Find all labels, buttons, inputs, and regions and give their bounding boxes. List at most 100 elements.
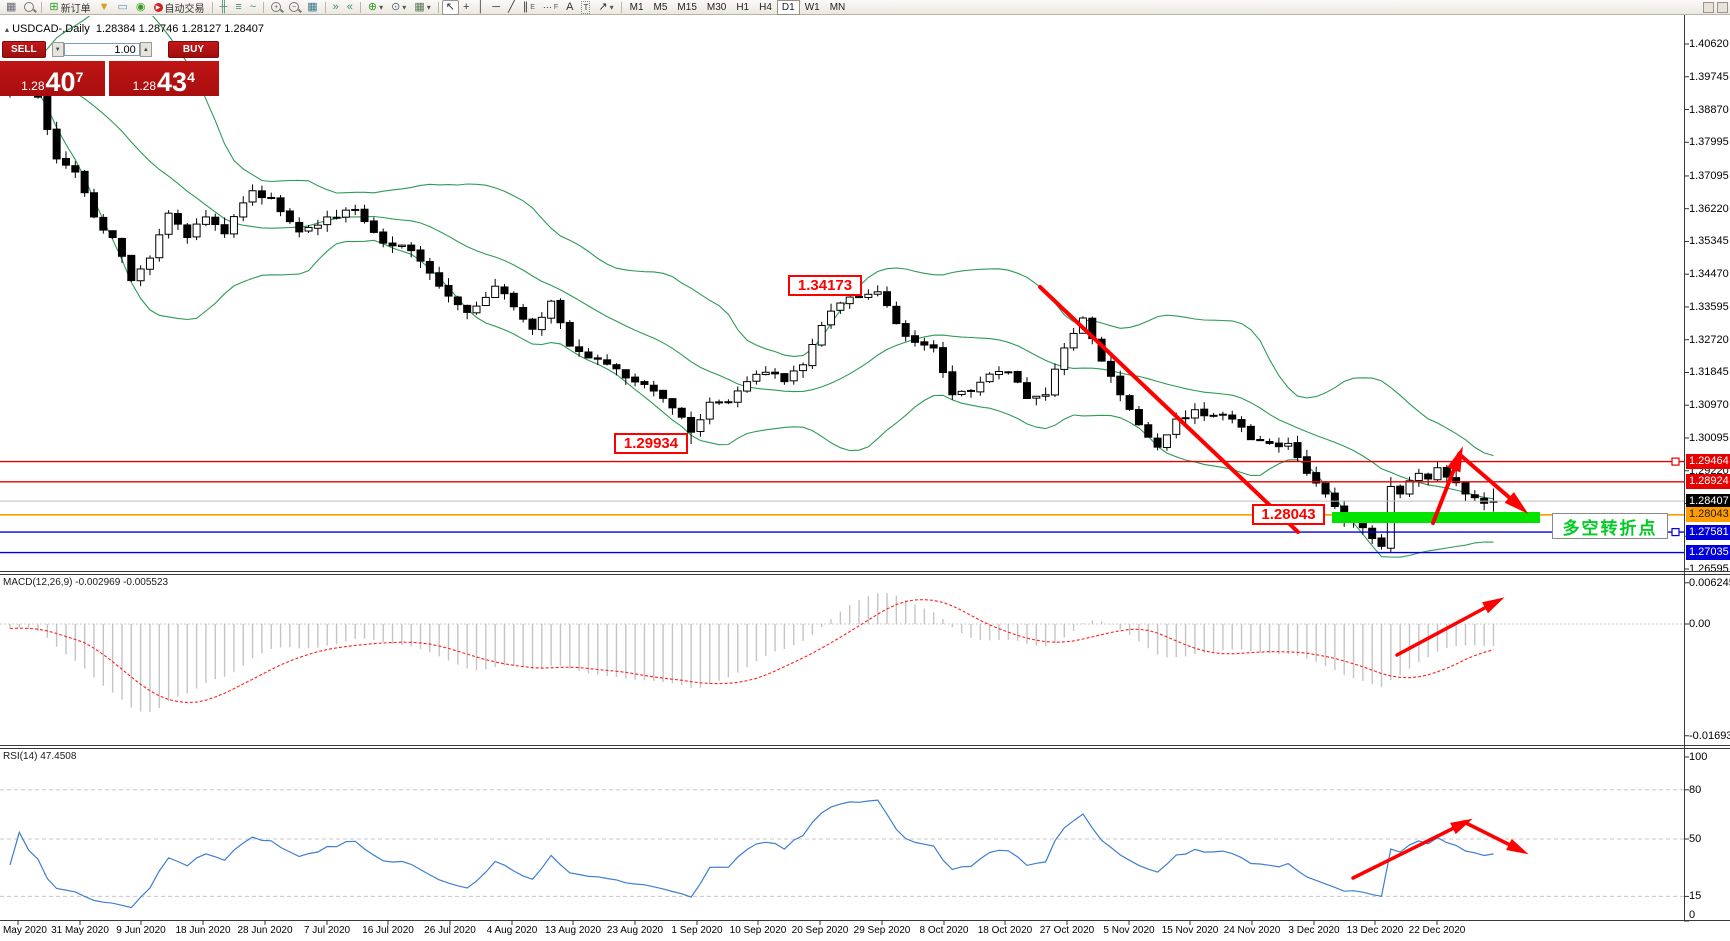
timeframe-D1[interactable]: D1 <box>776 0 800 15</box>
timeframe-H4[interactable]: H4 <box>759 1 772 13</box>
trendline-icon: ╱ <box>508 0 515 13</box>
signals-button[interactable]: ◉ <box>132 0 150 15</box>
price-tag-label[interactable]: 1.34173 <box>788 275 862 296</box>
timeframe-W1[interactable]: W1 <box>804 1 820 13</box>
price-tick-label: 1.37995 <box>1689 136 1729 149</box>
crosshair-icon: + <box>462 0 470 13</box>
lot-increase-button[interactable]: ▲ <box>139 42 152 57</box>
candles-icon: ╫ <box>219 0 228 13</box>
price-tick-label: 1.39745 <box>1689 70 1729 83</box>
cursor-icon: ↖ <box>445 0 455 13</box>
zoom-in-button[interactable]: + <box>267 0 285 15</box>
toolbar-separator <box>324 1 326 13</box>
price-tick-label: 1.40620 <box>1689 38 1729 50</box>
buy-price-button[interactable]: 1.28 43 4 <box>108 61 219 96</box>
new-order-button[interactable]: ⊞ 新订单 <box>45 0 94 15</box>
timeframe-H1[interactable]: H1 <box>736 1 750 13</box>
turning-point-label[interactable]: 多空转折点 <box>1552 513 1668 539</box>
price-flag-label: 1.27035 <box>1686 545 1730 561</box>
price-tag-label[interactable]: 1.28043 <box>1252 504 1325 525</box>
price-tick-label: 1.30970 <box>1689 399 1729 412</box>
sell-price-button[interactable]: 1.28 40 7 <box>0 61 105 96</box>
date-label: 10 Sep 2020 <box>729 925 787 936</box>
price-tag-label[interactable]: 1.29934 <box>614 433 688 454</box>
date-label: 26 Jul 2020 <box>424 925 476 936</box>
channel-tool-button[interactable]: ∥ E <box>519 0 539 15</box>
rsi-tick-label: 0 <box>1689 909 1696 921</box>
rsi-indicator-label: RSI(14) 47.4508 <box>3 751 77 762</box>
price-flag-label: 1.28407 <box>1686 493 1730 509</box>
vertical-line-tool-button[interactable]: │ <box>473 0 488 15</box>
clock-icon: ⊙ <box>391 0 401 13</box>
date-label: 9 Jun 2020 <box>116 925 166 936</box>
date-label: 31 May 2020 <box>51 925 109 936</box>
bars-mode-button[interactable]: ≡ <box>231 0 245 15</box>
template-icon: ▦ <box>414 0 425 13</box>
buy-button[interactable]: BUY <box>167 41 219 58</box>
price-tick-label: 1.34470 <box>1689 268 1729 281</box>
price-flag-label: 1.28924 <box>1686 474 1730 490</box>
indicators-button[interactable]: ⊕ ▾ <box>364 0 387 15</box>
templates-button[interactable]: ▦ ▾ <box>410 0 434 15</box>
date-label: 20 Sep 2020 <box>791 925 849 936</box>
timeframe-M1[interactable]: M1 <box>629 1 644 13</box>
date-label: 18 Oct 2020 <box>977 925 1033 936</box>
price-tick-label: 1.37095 <box>1689 169 1729 182</box>
chart-window-icon: ▦ <box>6 0 17 13</box>
sell-button[interactable]: SELL <box>2 41 46 58</box>
timeframe-M15[interactable]: M15 <box>677 1 697 13</box>
date-label: 4 Aug 2020 <box>486 925 538 936</box>
toolbar-separator <box>263 1 265 13</box>
text-label-tool-button[interactable]: T <box>577 0 594 15</box>
zoom-out-button[interactable]: − <box>285 0 303 15</box>
panel-collapse-icon[interactable]: ▴ <box>5 25 10 34</box>
toolbar-separator <box>359 1 361 13</box>
tile-windows-button[interactable]: ▦ <box>303 0 321 15</box>
toolbar-corner-icon[interactable] <box>1703 1 1714 13</box>
search-button[interactable] <box>20 0 38 15</box>
date-label: 28 Jun 2020 <box>237 925 293 936</box>
market-watch-button[interactable]: ▭ <box>114 0 132 15</box>
horizontal-line-icon: ─ <box>492 0 501 13</box>
rsi-tick-label: 50 <box>1689 833 1702 845</box>
macd-tick-label: 0.00 <box>1689 618 1711 630</box>
crosshair-tool-button[interactable]: + <box>459 0 473 15</box>
symbol-name: USDCAD-,Daily <box>12 23 90 35</box>
text-tool-button[interactable]: A <box>562 0 577 15</box>
timeframe-M30[interactable]: M30 <box>706 1 727 13</box>
chevron-down-icon: ▾ <box>426 2 431 12</box>
autotrade-button[interactable]: ▶ 自动交易 <box>150 0 209 15</box>
fibonacci-tool-button[interactable]: ⋯ F <box>539 0 562 15</box>
lot-size-input[interactable] <box>63 43 140 56</box>
fibonacci-icon: ⋯ <box>542 1 552 12</box>
toolbar-corner-icon[interactable] <box>1717 1 1728 13</box>
zoom-out-icon: − <box>289 2 300 12</box>
horizontal-line-tool-button[interactable]: ─ <box>488 0 504 15</box>
timeframe-MN[interactable]: MN <box>829 1 846 13</box>
lot-decrease-button[interactable]: ▼ <box>51 42 64 57</box>
price-flag-label: 1.28043 <box>1686 507 1730 523</box>
date-label: 13 Aug 2020 <box>544 925 602 936</box>
channel-e-label: E <box>530 3 535 11</box>
history-center-button[interactable]: ▼ <box>95 0 114 15</box>
search-icon <box>24 2 35 12</box>
chart-shift-button[interactable]: « <box>343 0 357 15</box>
symbol-header: ▴ USDCAD-,Daily 1.28384 1.28746 1.28127 … <box>5 23 264 35</box>
auto-scroll-button[interactable]: » <box>329 0 343 15</box>
chart-window-button[interactable]: ▦ <box>2 0 20 15</box>
rsi-tick-label: 100 <box>1689 751 1708 763</box>
line-chart-icon: ~ <box>249 0 257 13</box>
periods-button[interactable]: ⊙ ▾ <box>387 0 410 15</box>
ohlc-values: 1.28384 1.28746 1.28127 1.28407 <box>95 23 265 35</box>
date-label: 3 Dec 2020 <box>1288 925 1340 936</box>
arrows-tool-button[interactable]: ↗ ▾ <box>594 0 617 15</box>
line-mode-button[interactable]: ~ <box>246 0 260 15</box>
rsi-tick-label: 80 <box>1689 783 1702 796</box>
timeframe-M5[interactable]: M5 <box>653 1 668 13</box>
date-label: 22 Dec 2020 <box>1408 925 1466 936</box>
candles-mode-button[interactable]: ╫ <box>216 0 232 15</box>
cursor-tool-button[interactable]: ↖ <box>441 0 459 15</box>
trendline-tool-button[interactable]: ╱ <box>504 0 519 15</box>
date-label: 7 Jul 2020 <box>303 925 351 936</box>
